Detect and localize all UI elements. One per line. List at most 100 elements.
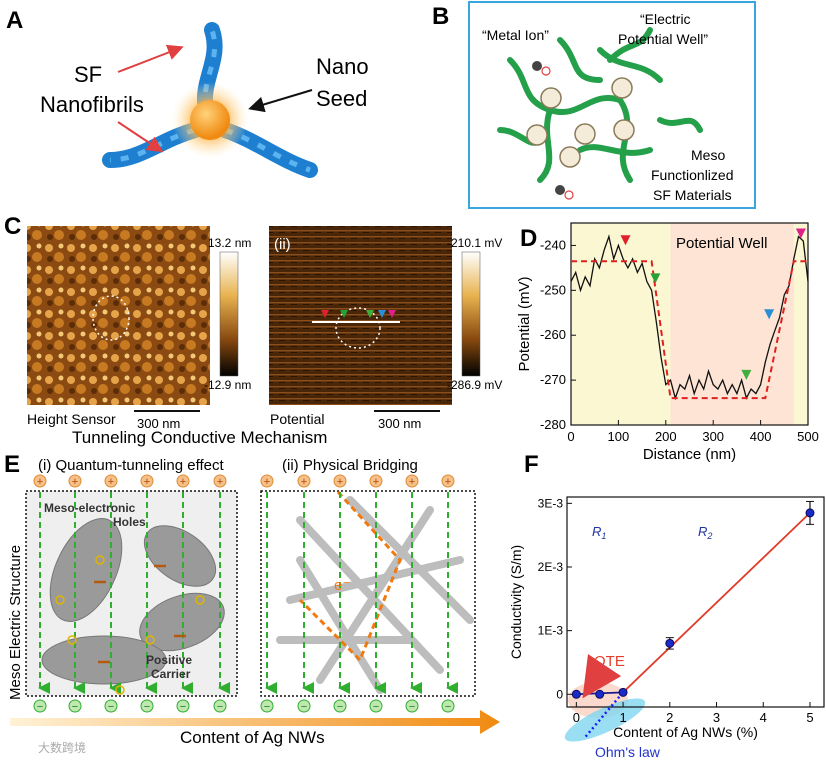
positive-charge — [213, 474, 227, 488]
sub-ii-label: (ii) — [274, 236, 291, 253]
height-colorbar — [219, 251, 239, 377]
negative-charge — [333, 699, 347, 713]
pot-max-label: -210.1 mV — [447, 236, 502, 250]
sf-label-line2: Nanofibrils — [40, 92, 144, 117]
height-sensor-label: Height Sensor — [27, 411, 116, 427]
positive-charge-sign: + — [180, 476, 186, 488]
data-point — [665, 638, 675, 648]
quantum-field-lines — [38, 492, 230, 695]
profile-marker — [764, 309, 775, 320]
positive-charge — [68, 474, 82, 488]
positive-charge-sign: + — [217, 476, 223, 488]
physical-bridging-title: (ii) Physical Bridging — [282, 457, 418, 474]
profile-marker — [741, 369, 752, 380]
profile-marker-green-2 — [366, 310, 374, 318]
epw-label-line2: Potential Well” — [618, 31, 708, 47]
positive-charge — [441, 474, 455, 488]
sf-arrow-top — [117, 44, 184, 73]
negative-charge-sign: − — [337, 701, 343, 713]
x-tick-label: 5 — [806, 710, 813, 725]
positive-charge — [333, 474, 347, 488]
data-point — [595, 689, 605, 699]
conductivity-chart: 0 1 2 3 4 5 0 1E-3 2E-3 3E-3 Content of Ag NWs (%)… — [508, 496, 825, 740]
plot-frame — [566, 496, 825, 708]
positive-charge — [140, 474, 154, 488]
positive-charge — [260, 474, 274, 488]
y-tick-label: 0 — [556, 687, 563, 701]
x-tick-label: 0 — [567, 429, 574, 444]
data-point — [571, 689, 581, 699]
positive-charge-sign: + — [301, 476, 307, 488]
profile-marker-magenta — [388, 310, 396, 318]
profile-marker-blue — [378, 310, 386, 318]
meso-electric-structure-label: Meso Electric Structure — [7, 545, 24, 700]
qte-arrow — [582, 653, 622, 699]
positive-carrier — [195, 595, 205, 605]
negative-charge — [176, 699, 190, 713]
afm-potential-image — [269, 226, 452, 405]
r2-label: R2 — [698, 524, 712, 541]
scale-bar-1-label: 300 nm — [137, 416, 180, 431]
negative-charge-sign: − — [72, 701, 78, 713]
x-tick-label: 2 — [666, 710, 673, 725]
negative-charge — [33, 699, 47, 713]
panel-b-letter: B — [432, 3, 449, 30]
panel-a-letter: A — [6, 7, 23, 34]
positive-charge-sign: + — [445, 476, 451, 488]
y-tick-label: -250 — [540, 282, 566, 297]
y-tick-label: 3E-3 — [538, 496, 564, 510]
positive-charge-row: + + + + + + + + + + + + — [33, 474, 455, 488]
positive-charge — [405, 474, 419, 488]
negative-charge-sign: − — [301, 701, 307, 713]
panel-c: C 13.2 nm -12.9 nm (ii) -210.1 mV -286.9… — [4, 213, 502, 447]
positive-charge — [369, 474, 383, 488]
profile-marker — [650, 273, 661, 284]
metal-ion-charge-top — [541, 66, 551, 76]
positive-carrier — [55, 595, 65, 605]
ohm-label: Ohm's law — [595, 744, 661, 760]
pot-min-label: -286.9 mV — [447, 378, 502, 392]
negative-charge — [140, 699, 154, 713]
profile-marker — [620, 235, 631, 246]
panel-a: A SF Nanofibrils Nano Seed — [6, 7, 369, 178]
positive-charge-sign: + — [144, 476, 150, 488]
negative-charge — [297, 699, 311, 713]
y-tick-label: -240 — [540, 237, 566, 252]
y-tick-label: -280 — [540, 417, 566, 432]
positive-charge-sign: + — [373, 476, 379, 488]
y-tick-label: 2E-3 — [538, 560, 564, 574]
x-tick-label: 200 — [655, 429, 677, 444]
positive-charge-sign: + — [337, 476, 343, 488]
afm-potential-selection — [335, 307, 381, 349]
negative-charge — [369, 699, 383, 713]
negative-charge-sign: − — [373, 701, 379, 713]
epw-label-line1: “Electric — [640, 11, 691, 27]
carrier-label-line1: Positive — [146, 653, 192, 667]
sf-network-illustration — [497, 27, 703, 183]
panel-f-letter: F — [524, 451, 539, 478]
positive-charge-sign: + — [72, 476, 78, 488]
electron-label: e⁻ — [334, 577, 350, 594]
positive-charge — [104, 474, 118, 488]
y-axis-label: Conductivity (S/m) — [508, 545, 524, 659]
negative-charge-sign: − — [409, 701, 415, 713]
holes-label-line1: Meso-electronic — [44, 501, 136, 515]
panel-b: B “Metal Ion” “Electric Potenti — [432, 1, 756, 209]
potential-label: Potential — [270, 411, 324, 427]
profile-marker-green — [340, 310, 348, 318]
panel-b-frame — [468, 1, 756, 209]
positive-carrier — [145, 635, 155, 645]
positive-charge-sign: + — [264, 476, 270, 488]
bridging-field-lines — [265, 492, 458, 694]
height-min-label: -12.9 nm — [204, 378, 251, 392]
meso-label-line1: Meso — [691, 147, 725, 163]
panel-d: D 0 100 200 300 400 500 -240 -250 -260 -270 -280 Di… — [516, 222, 819, 463]
data-point — [618, 687, 628, 697]
negative-charge — [213, 699, 227, 713]
negative-charge-sign: − — [37, 701, 43, 713]
height-max-label: 13.2 nm — [208, 236, 251, 250]
positive-charge — [33, 474, 47, 488]
negative-charge — [68, 699, 82, 713]
y-tick-label: -270 — [540, 372, 566, 387]
